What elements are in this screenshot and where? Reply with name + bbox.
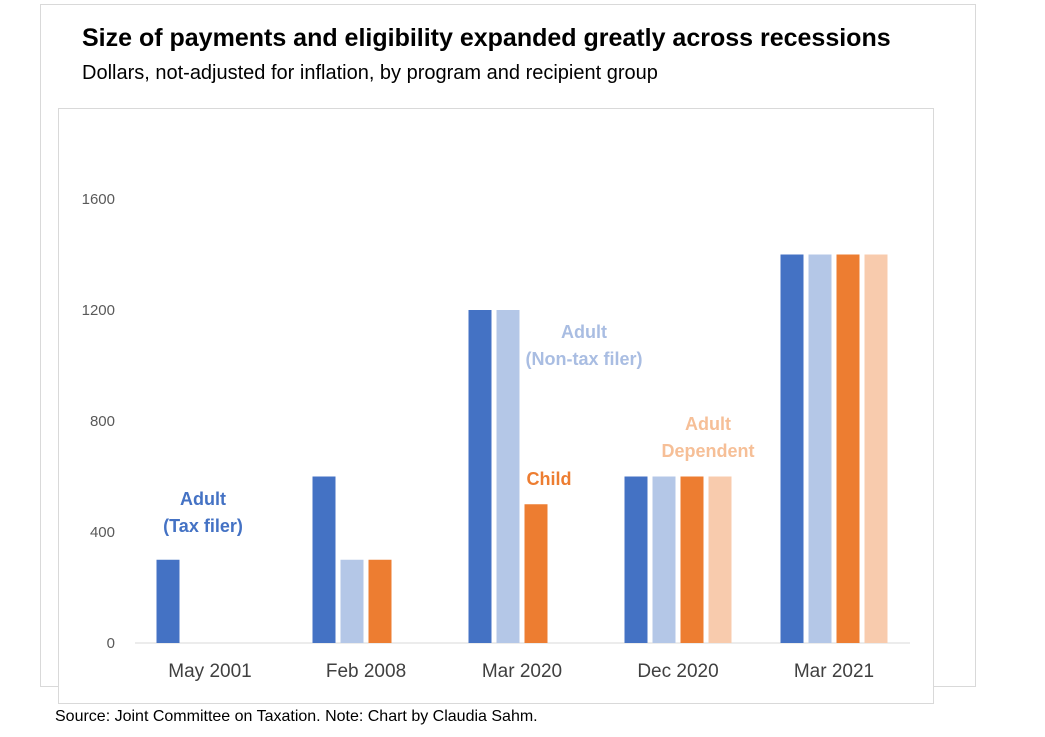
bar-child-dec-2020 [680, 476, 704, 643]
bar-child-mar-2021 [836, 254, 860, 643]
series-annotation: Adult [180, 489, 226, 509]
bar-child-mar-2020 [524, 504, 548, 643]
x-category-label: Mar 2020 [482, 661, 562, 682]
bar-adult-tax-filer-dec-2020 [624, 476, 648, 643]
bar-adult-tax-filer-may-2001 [156, 559, 180, 643]
y-tick-label: 0 [107, 635, 115, 652]
x-category-label: Mar 2021 [794, 661, 874, 682]
series-annotation: Child [527, 469, 572, 489]
y-tick-label: 1600 [82, 191, 115, 208]
bar-adult-tax-filer-feb-2008 [312, 476, 336, 643]
bar-adult-non-tax-filer-feb-2008 [340, 559, 364, 643]
x-category-label: Feb 2008 [326, 661, 406, 682]
series-annotation: Dependent [661, 441, 754, 461]
series-annotation: Adult [685, 414, 731, 434]
chart-title: Size of payments and eligibility expande… [82, 24, 891, 52]
series-annotation: (Non-tax filer) [526, 349, 643, 369]
bar-adult-non-tax-filer-mar-2020 [496, 310, 520, 643]
y-tick-label: 1200 [82, 302, 115, 319]
bar-adult-tax-filer-mar-2020 [468, 310, 492, 643]
bar-adult-dependent-mar-2021 [864, 254, 888, 643]
series-annotation: Adult [561, 322, 607, 342]
bar-adult-tax-filer-mar-2021 [780, 254, 804, 643]
bar-adult-dependent-dec-2020 [708, 476, 732, 643]
bar-adult-non-tax-filer-mar-2021 [808, 254, 832, 643]
x-category-label: Dec 2020 [637, 661, 718, 682]
source-note: Source: Joint Committee on Taxation. Not… [55, 708, 538, 725]
y-tick-label: 400 [90, 524, 115, 541]
y-tick-label: 800 [90, 413, 115, 430]
x-category-label: May 2001 [168, 661, 251, 682]
bar-child-feb-2008 [368, 559, 392, 643]
bar-adult-non-tax-filer-dec-2020 [652, 476, 676, 643]
chart-subtitle: Dollars, not-adjusted for inflation, by … [82, 62, 658, 84]
series-annotation: (Tax filer) [163, 516, 243, 536]
